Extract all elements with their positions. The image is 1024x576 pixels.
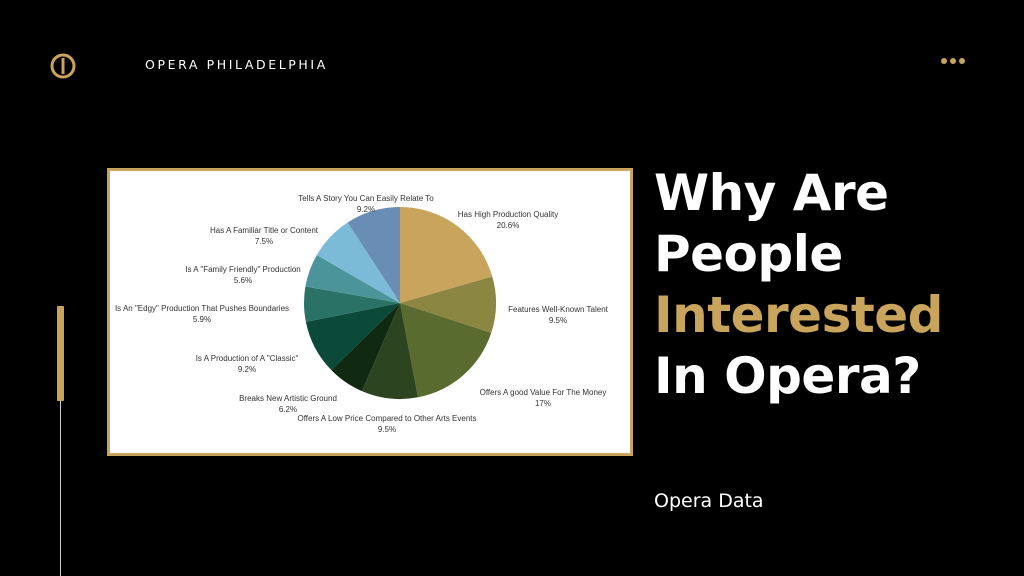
- slice-value-label: 9.2%: [238, 365, 256, 374]
- decorative-line: [60, 306, 61, 576]
- slice-value-label: 9.2%: [357, 205, 375, 214]
- pie-slice: [331, 303, 400, 392]
- opera-logo-icon: [50, 53, 76, 79]
- slice-label: Has A Familiar Title or Content: [210, 226, 319, 235]
- pie-slice: [400, 276, 497, 333]
- slice-value-label: 9.5%: [378, 425, 396, 434]
- title-line-4: In Opera?: [654, 347, 921, 405]
- title-line-3: Interested: [654, 286, 943, 344]
- slice-value-label: 20.6%: [497, 221, 520, 230]
- title-line-2: People: [654, 225, 843, 283]
- brand-name: OPERA PHILADELPHIA: [145, 57, 328, 72]
- slice-label: Offers A Low Price Compared to Other Art…: [297, 414, 476, 423]
- slice-value-label: 9.5%: [549, 316, 567, 325]
- slice-label: Is A Production of A "Classic": [196, 354, 299, 363]
- pie-slice: [303, 286, 400, 322]
- slice-label: Is An "Edgy" Production That Pushes Boun…: [115, 304, 289, 313]
- pie-chart: Has High Production Quality 20.6% Features…: [115, 194, 609, 434]
- pie-slice: [361, 303, 418, 400]
- subtitle: Opera Data: [654, 490, 764, 512]
- pie-slice: [400, 303, 492, 398]
- chart-frame: Has High Production Quality 20.6% Features…: [107, 168, 633, 456]
- pie-slice: [400, 207, 493, 303]
- slice-label: Is A "Family Friendly" Production: [185, 265, 301, 274]
- slice-label: Features Well-Known Talent: [508, 305, 609, 314]
- pie-slice: [347, 207, 400, 303]
- slice-label: Has High Production Quality: [458, 210, 559, 219]
- page-title: Why Are People Interested In Opera?: [654, 163, 943, 407]
- slice-value-label: 5.9%: [193, 315, 211, 324]
- slice-label: Tells A Story You Can Easily Relate To: [298, 194, 434, 203]
- slice-label: Offers A good Value For The Money: [480, 388, 607, 397]
- decorative-bar: [57, 306, 64, 401]
- slice-value-label: 6.2%: [279, 405, 297, 414]
- slice-value-label: 17%: [535, 399, 551, 408]
- slice-value-label: 5.6%: [234, 276, 252, 285]
- pie-slice: [305, 255, 400, 303]
- slice-value-label: 7.5%: [255, 237, 273, 246]
- more-dots-icon[interactable]: [941, 58, 969, 66]
- pie-slice: [305, 303, 400, 371]
- slice-label: Breaks New Artistic Ground: [239, 394, 337, 403]
- pie-slice: [316, 222, 400, 303]
- title-line-1: Why Are: [654, 164, 889, 222]
